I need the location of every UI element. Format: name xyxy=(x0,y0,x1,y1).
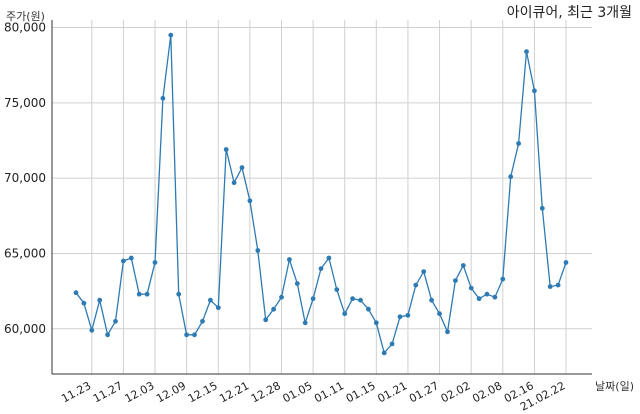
y-tick-label: 75,000 xyxy=(4,96,46,110)
data-point xyxy=(342,311,348,317)
data-point xyxy=(231,180,237,186)
data-point xyxy=(263,317,269,323)
x-tick-label: 12.15 xyxy=(186,379,220,405)
data-point xyxy=(555,282,561,288)
data-point xyxy=(326,255,332,261)
data-point xyxy=(421,269,427,274)
x-tick-label: 12.09 xyxy=(154,379,188,405)
data-point xyxy=(310,296,316,302)
data-point xyxy=(271,306,276,312)
data-point xyxy=(279,294,284,300)
y-axis-label: 주가(원) xyxy=(6,10,45,23)
data-point xyxy=(547,284,553,289)
data-point xyxy=(350,296,355,302)
x-tick-label: 12.21 xyxy=(217,379,251,405)
data-point xyxy=(168,32,174,38)
y-tick-label: 70,000 xyxy=(4,171,46,185)
data-point xyxy=(105,332,110,338)
data-point xyxy=(476,296,482,302)
data-point xyxy=(287,257,292,262)
data-point xyxy=(97,297,103,303)
x-tick-label: 01.15 xyxy=(344,379,378,405)
data-point xyxy=(508,174,514,180)
data-point xyxy=(294,281,300,286)
data-point xyxy=(437,311,442,317)
data-point xyxy=(539,205,545,211)
data-point xyxy=(397,314,403,320)
x-tick-label: 12.03 xyxy=(123,379,157,405)
data-point xyxy=(524,49,529,54)
data-point xyxy=(318,266,324,271)
data-point xyxy=(113,318,118,324)
data-point xyxy=(121,258,126,264)
data-point xyxy=(516,141,521,146)
series-line xyxy=(75,35,567,355)
data-point xyxy=(358,297,363,303)
data-point xyxy=(492,294,498,300)
chart-title: 아이큐어, 최근 3개월 xyxy=(506,5,632,21)
data-point xyxy=(128,255,134,261)
x-tick-label: 11.23 xyxy=(59,379,93,405)
x-ticks: 11.2311.2712.0312.0912.1512.2112.2801.05… xyxy=(59,379,567,413)
data-point xyxy=(73,290,79,296)
data-point xyxy=(468,285,474,291)
axes xyxy=(51,20,592,375)
data-point xyxy=(247,198,253,204)
y-ticks: 60,000 65,000 70,000 75,000 80,000 xyxy=(4,21,46,336)
data-point xyxy=(215,305,221,311)
x-tick-label: 02.08 xyxy=(470,379,504,405)
data-point xyxy=(484,291,490,297)
data-point xyxy=(373,320,379,326)
data-point xyxy=(89,327,95,333)
x-tick-label: 01.05 xyxy=(281,379,315,405)
data-point xyxy=(429,297,434,303)
data-point xyxy=(563,260,569,265)
data-point xyxy=(160,95,166,101)
data-point xyxy=(255,248,261,253)
data-point xyxy=(334,287,340,292)
data-point xyxy=(413,282,419,288)
data-point xyxy=(200,318,205,324)
data-point xyxy=(144,291,150,297)
x-tick-label: 01.27 xyxy=(407,379,441,405)
data-point xyxy=(445,329,450,335)
data-point xyxy=(81,300,87,306)
y-tick-label: 60,000 xyxy=(4,322,46,336)
x-tick-label: 01.11 xyxy=(312,379,346,405)
data-point xyxy=(453,278,458,283)
y-tick-label: 80,000 xyxy=(4,21,46,35)
x-tick-label: 11.27 xyxy=(91,379,125,405)
data-point xyxy=(192,332,197,338)
data-point xyxy=(381,350,387,356)
data-point xyxy=(208,297,213,303)
series-layer xyxy=(73,32,569,356)
x-axis-label: 날짜(일) xyxy=(595,380,634,393)
data-point xyxy=(389,341,395,347)
data-point xyxy=(366,306,371,312)
x-tick-label: 02.02 xyxy=(439,379,473,405)
data-point xyxy=(532,88,537,94)
data-point xyxy=(152,260,158,265)
data-point xyxy=(184,332,190,338)
data-point xyxy=(460,263,466,268)
x-tick-label: 01.21 xyxy=(375,379,409,405)
grid xyxy=(52,20,592,374)
data-point xyxy=(176,291,182,297)
data-point xyxy=(405,312,411,318)
data-point xyxy=(302,320,308,326)
data-point xyxy=(239,165,245,171)
y-tick-label: 65,000 xyxy=(4,246,46,260)
data-point xyxy=(223,147,229,152)
data-point xyxy=(500,276,506,282)
data-point xyxy=(136,291,142,297)
x-tick-label: 12.28 xyxy=(249,379,283,405)
